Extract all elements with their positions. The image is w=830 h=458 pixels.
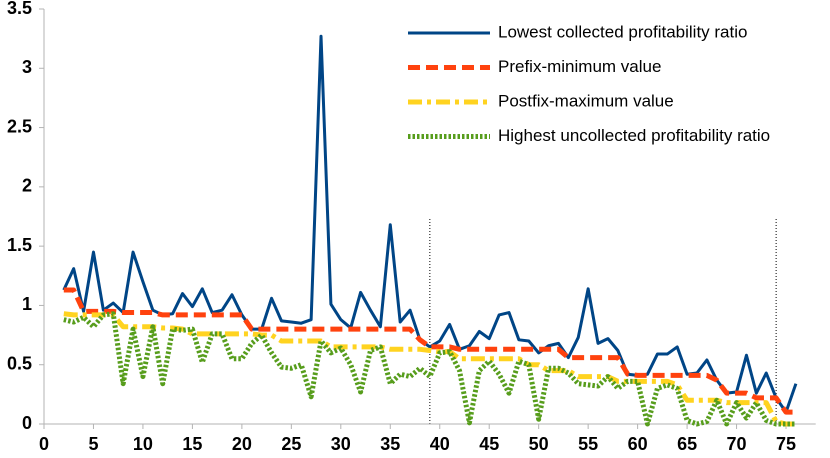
x-tick-label: 60 <box>628 434 648 454</box>
legend-label: Postfix-maximum value <box>498 91 674 110</box>
x-tick-label: 45 <box>479 434 499 454</box>
x-tick-label: 35 <box>380 434 400 454</box>
x-tick-label: 25 <box>281 434 301 454</box>
y-tick-label: 3.5 <box>7 0 32 18</box>
y-tick-label: 0 <box>22 413 32 433</box>
x-tick-label: 75 <box>776 434 796 454</box>
y-tick-label: 2.5 <box>7 116 32 136</box>
x-tick-label: 10 <box>133 434 153 454</box>
x-tick-label: 70 <box>727 434 747 454</box>
x-tick-label: 0 <box>39 434 49 454</box>
series-line <box>62 34 798 414</box>
y-tick-label: 0.5 <box>7 353 32 373</box>
x-tick-label: 50 <box>529 434 549 454</box>
x-tick-label: 5 <box>88 434 98 454</box>
series-line <box>63 311 796 427</box>
legend-label: Prefix-minimum value <box>498 57 661 76</box>
x-tick-label: 65 <box>677 434 697 454</box>
y-tick-label: 3 <box>22 57 32 77</box>
y-tick-label: 1.5 <box>7 235 32 255</box>
series-line <box>63 311 796 427</box>
legend-label: Lowest collected profitability ratio <box>498 22 747 41</box>
x-tick-label: 30 <box>331 434 351 454</box>
x-tick-label: 40 <box>430 434 450 454</box>
x-tick-label: 20 <box>232 434 252 454</box>
y-tick-label: 2 <box>22 176 32 196</box>
legend-label: Highest uncollected profitability ratio <box>498 126 770 145</box>
x-tick-label: 15 <box>182 434 202 454</box>
series-line <box>63 287 796 415</box>
x-tick-label: 55 <box>578 434 598 454</box>
y-tick-label: 1 <box>22 294 32 314</box>
